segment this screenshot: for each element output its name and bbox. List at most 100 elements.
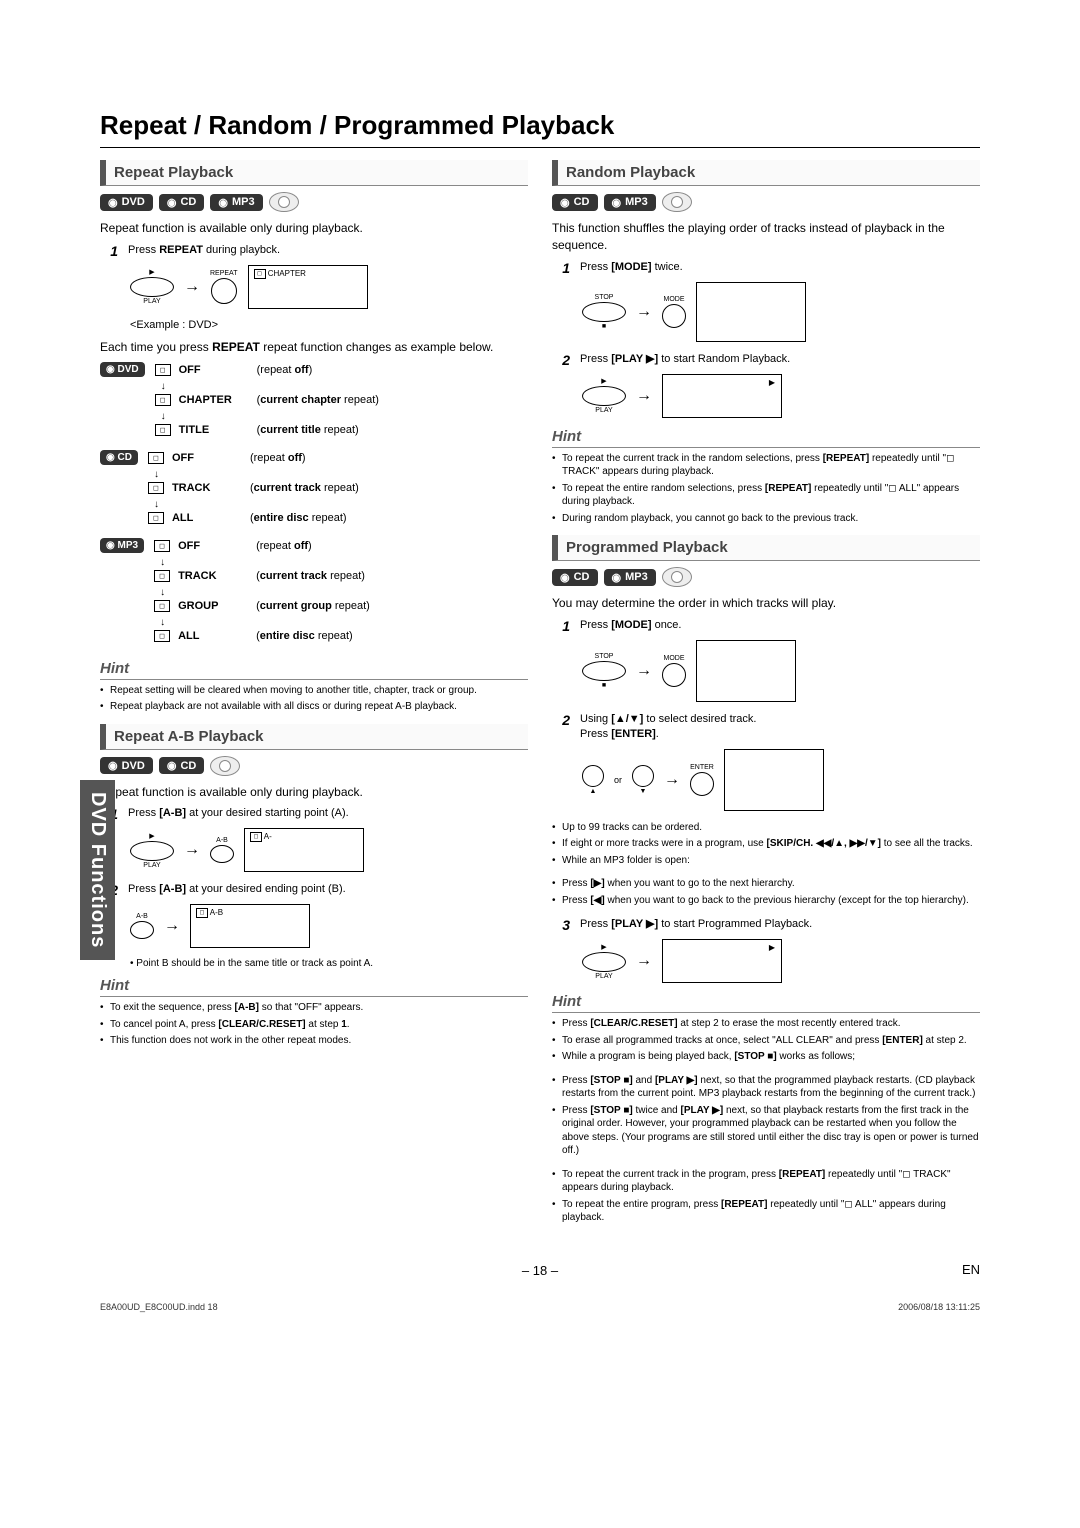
- repeat-mode-row: ◻CHAPTER(current chapter repeat): [155, 394, 528, 406]
- badge-cd: ◉ CD: [552, 569, 598, 586]
- hint-heading: Hint: [552, 428, 980, 448]
- up-button-icon: ▲: [582, 765, 604, 795]
- badge-media: ◉ CD: [100, 450, 138, 465]
- list-item: To erase all programmed tracks at once, …: [552, 1034, 980, 1048]
- badges-row: ◉ CD ◉ MP3: [552, 192, 980, 212]
- repeat-mode-table: ◉ DVD◻OFF(repeat off)↓◻CHAPTER(current c…: [100, 362, 528, 648]
- ab-button-icon: A-B: [210, 837, 234, 863]
- side-tab: DVD Functions: [80, 780, 115, 960]
- disc-icon: [662, 192, 692, 212]
- disc-icon: [269, 192, 299, 212]
- list-item: Press [STOP ■] and [PLAY ▶] next, so tha…: [552, 1074, 980, 1101]
- badges-row: ◉ DVD ◉ CD: [100, 756, 528, 776]
- repeat-group: ◉ CD◻OFF(repeat off)↓◻TRACK(current trac…: [100, 450, 528, 530]
- step-text: Press [A-B] at your desired ending point…: [128, 882, 528, 898]
- hint-heading: Hint: [552, 993, 980, 1013]
- step-number: 2: [552, 712, 570, 743]
- hint-list: To repeat the current track in the rando…: [552, 452, 980, 526]
- list-item: To repeat the entire random selections, …: [552, 482, 980, 509]
- badge-mp3: ◉ MP3: [604, 569, 656, 586]
- diagram-repeat: ▶ PLAY → REPEAT ◻ CHAPTER: [130, 265, 528, 309]
- list-item: While a program is being played back, [S…: [552, 1050, 980, 1064]
- mode-button-icon: MODE: [662, 655, 686, 687]
- repeat-intro: Repeat function is available only during…: [100, 220, 528, 237]
- step-text: Press [MODE] twice.: [580, 260, 980, 276]
- hint-list: To exit the sequence, press [A-B] so tha…: [100, 1001, 528, 1048]
- list-item: Press [◀] when you want to go back to th…: [552, 894, 980, 908]
- list-item: To repeat the current track in the rando…: [552, 452, 980, 479]
- left-column: Repeat Playback ◉ DVD ◉ CD ◉ MP3 Repeat …: [100, 160, 528, 1235]
- doc-meta: E8A00UD_E8C00UD.indd 18 2006/08/18 13:11…: [100, 1302, 980, 1312]
- list-item: To exit the sequence, press [A-B] so tha…: [100, 1001, 528, 1015]
- repeat-mode-row: ◻TITLE(current title repeat): [155, 424, 528, 436]
- list-item: Repeat playback are not available with a…: [100, 700, 528, 714]
- repeat-button-icon: REPEAT: [210, 270, 238, 304]
- hint-sublist: Press [STOP ■] and [PLAY ▶] next, so tha…: [552, 1074, 980, 1158]
- screen-preview: [724, 749, 824, 811]
- hint-list: Repeat setting will be cleared when movi…: [100, 684, 528, 714]
- page-number: – 18 –: [100, 1263, 980, 1278]
- hint-heading: Hint: [100, 977, 528, 997]
- step-number: 1: [100, 243, 118, 259]
- repeat-mode-row: ◻TRACK(current track repeat): [148, 482, 528, 494]
- badge-cd: ◉ CD: [159, 757, 205, 774]
- doc-date: 2006/08/18 13:11:25: [898, 1302, 980, 1312]
- doc-file: E8A00UD_E8C00UD.indd 18: [100, 1302, 218, 1312]
- down-button-icon: ▼: [632, 765, 654, 795]
- list-item: To cancel point A, press [CLEAR/C.RESET]…: [100, 1018, 528, 1032]
- prog-bullets: Up to 99 tracks can be ordered.If eight …: [552, 821, 980, 868]
- example-label: <Example : DVD>: [130, 319, 528, 331]
- step-text: Press [MODE] once.: [580, 618, 980, 634]
- screen-preview: [696, 282, 806, 342]
- step-number: 2: [552, 352, 570, 368]
- disc-icon: [210, 756, 240, 776]
- repeat-mode-row: ◻OFF(repeat off): [154, 540, 528, 552]
- ab-button-icon: A-B: [130, 913, 154, 939]
- badge-dvd: ◉ DVD: [100, 194, 153, 211]
- section-random: Random Playback: [552, 160, 980, 186]
- stop-button-icon: STOP■: [582, 294, 626, 330]
- repeat-mode-row: ◻ALL(entire disc repeat): [148, 512, 528, 524]
- section-repeat-playback: Repeat Playback: [100, 160, 528, 186]
- repeat-mode-row: ◻TRACK(current track repeat): [154, 570, 528, 582]
- repeat-mode-row: ◻GROUP(current group repeat): [154, 600, 528, 612]
- enter-button-icon: ENTER: [690, 764, 714, 796]
- badge-cd: ◉ CD: [159, 194, 205, 211]
- list-item: Repeat setting will be cleared when movi…: [100, 684, 528, 698]
- screen-preview: ▶: [662, 939, 782, 983]
- play-button-icon: ▶ PLAY: [130, 268, 174, 305]
- repeat-group: ◉ MP3◻OFF(repeat off)↓◻TRACK(current tra…: [100, 538, 528, 648]
- step-number: 1: [552, 260, 570, 276]
- screen-preview: ▶: [662, 374, 782, 418]
- play-button-icon: ▶PLAY: [130, 832, 174, 869]
- play-button-icon: ▶PLAY: [582, 943, 626, 980]
- repeat-mode-row: ◻OFF(repeat off): [148, 452, 528, 464]
- random-intro: This function shuffles the playing order…: [552, 220, 980, 254]
- diagram-prog-1: STOP■ → MODE: [582, 640, 980, 702]
- section-repeat-ab: Repeat A-B Playback: [100, 724, 528, 750]
- repeat-mode-row: ◻OFF(repeat off): [155, 364, 528, 376]
- hint-heading: Hint: [100, 660, 528, 680]
- repeat-cycle-text: Each time you press REPEAT repeat functi…: [100, 339, 528, 356]
- mode-button-icon: MODE: [662, 296, 686, 328]
- screen-preview: ◻ A-: [244, 828, 364, 872]
- diagram-ab-1: ▶PLAY → A-B ◻ A-: [130, 828, 528, 872]
- screen-preview: [696, 640, 796, 702]
- step-text: Press [PLAY ▶] to start Programmed Playb…: [580, 917, 980, 933]
- page-lang: EN: [962, 1262, 980, 1277]
- badge-mp3: ◉ MP3: [604, 194, 656, 211]
- badge-media: ◉ DVD: [100, 362, 145, 377]
- step-text: Press REPEAT during playbck.: [128, 243, 528, 259]
- prog-dashes: Press [▶] when you want to go to the nex…: [552, 877, 980, 907]
- badge-mp3: ◉ MP3: [210, 194, 262, 211]
- page-title: Repeat / Random / Programmed Playback: [100, 110, 980, 148]
- diagram-prog-3: ▶PLAY → ▶: [582, 939, 980, 983]
- list-item: If eight or more tracks were in a progra…: [552, 837, 980, 851]
- list-item: Press [▶] when you want to go to the nex…: [552, 877, 980, 891]
- screen-preview: ◻ CHAPTER: [248, 265, 368, 309]
- badge-media: ◉ MP3: [100, 538, 144, 553]
- screen-preview: ◻ A-B: [190, 904, 310, 948]
- hint-list: Press [CLEAR/C.RESET] at step 2 to erase…: [552, 1017, 980, 1064]
- list-item: To repeat the current track in the progr…: [552, 1168, 980, 1195]
- ab-intro: Repeat function is available only during…: [100, 784, 528, 801]
